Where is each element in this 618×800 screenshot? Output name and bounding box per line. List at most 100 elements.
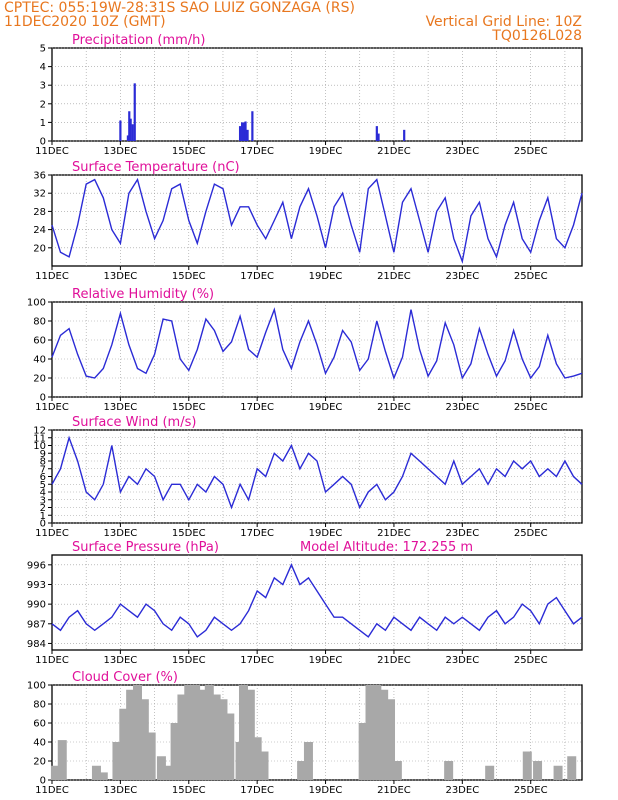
precip-bar xyxy=(128,111,131,141)
x-tick-label: 19DEC xyxy=(309,528,343,539)
y-tick-label: 0 xyxy=(40,137,46,148)
series-line xyxy=(51,307,583,381)
x-tick-label: 11DEC xyxy=(35,655,69,666)
y-tick-label: 9 xyxy=(40,449,46,460)
x-tick-label: 21DEC xyxy=(377,785,411,796)
cloud-bar xyxy=(365,685,375,780)
panel-2: 0 20 40 60 80 100 11DEC 13DEC 15DEC 17DEC 19DEC 21D… xyxy=(27,287,583,413)
panel-subtitle: Model Altitude: 172.255 m xyxy=(300,540,473,555)
y-tick-label: 987 xyxy=(27,619,46,630)
y-tick-label: 36 xyxy=(33,171,46,182)
precip-bar xyxy=(241,122,244,141)
x-tick-label: 11DEC xyxy=(35,528,69,539)
x-tick-label: 23DEC xyxy=(445,146,479,157)
cloud-bar xyxy=(119,708,129,780)
x-tick-label: 25DEC xyxy=(514,655,548,666)
cloud-bar xyxy=(146,732,156,780)
panel-title: Surface Wind (m/s) xyxy=(72,415,196,430)
precip-bar xyxy=(129,118,132,141)
x-tick-label: 13DEC xyxy=(104,146,138,157)
x-tick-label: 21DEC xyxy=(377,655,411,666)
precip-bar xyxy=(133,83,136,141)
x-tick-label: 21DEC xyxy=(377,402,411,413)
y-tick-label: 20 xyxy=(33,757,46,768)
x-tick-label: 25DEC xyxy=(514,528,548,539)
x-tick-label: 11DEC xyxy=(35,271,69,282)
x-tick-label: 13DEC xyxy=(104,271,138,282)
y-tick-label: 24 xyxy=(33,225,46,236)
x-tick-label: 17DEC xyxy=(240,785,274,796)
x-tick-label: 21DEC xyxy=(377,271,411,282)
x-tick-label: 15DEC xyxy=(172,655,206,666)
x-tick-label: 23DEC xyxy=(445,785,479,796)
x-tick-label: 15DEC xyxy=(172,146,206,157)
cloud-bar xyxy=(252,737,262,780)
y-tick-label: 100 xyxy=(27,298,46,309)
cloud-bar xyxy=(567,756,577,780)
precip-bar xyxy=(244,121,247,141)
y-tick-label: 1 xyxy=(40,511,46,522)
panel-title: Relative Humidity (%) xyxy=(72,287,214,302)
y-tick-label: 4 xyxy=(40,488,46,499)
cloud-bar xyxy=(444,761,454,780)
x-tick-label: 17DEC xyxy=(240,655,274,666)
y-tick-label: 0 xyxy=(40,776,46,787)
panel-5: 0 20 40 60 80 100 11DEC 13DEC 15DEC 17DEC 19DEC 21D… xyxy=(27,670,583,796)
y-tick-label: 28 xyxy=(33,207,46,218)
x-tick-label: 15DEC xyxy=(172,785,206,796)
precip-bar xyxy=(246,129,249,141)
y-tick-label: 2 xyxy=(40,503,46,514)
x-tick-label: 23DEC xyxy=(445,271,479,282)
y-tick-label: 3 xyxy=(40,81,46,92)
cloud-bar xyxy=(392,761,402,780)
y-tick-label: 1 xyxy=(40,118,46,129)
header-grid-note: Vertical Grid Line: 10Z xyxy=(426,14,582,30)
panel-frame xyxy=(51,301,583,398)
cloud-bar xyxy=(177,694,187,780)
cloud-bar xyxy=(191,685,201,780)
cloud-bar xyxy=(379,689,389,780)
cloud-bar xyxy=(225,713,235,780)
x-tick-label: 13DEC xyxy=(104,655,138,666)
cloud-bar xyxy=(204,685,214,780)
cloud-bar xyxy=(156,756,166,780)
precip-bar xyxy=(242,122,245,141)
y-tick-label: 40 xyxy=(33,355,46,366)
x-tick-label: 21DEC xyxy=(377,146,411,157)
cloud-bar xyxy=(126,689,136,780)
y-tick-label: 100 xyxy=(27,681,46,692)
y-tick-label: 4 xyxy=(40,62,46,73)
x-tick-label: 25DEC xyxy=(514,402,548,413)
x-tick-label: 17DEC xyxy=(240,146,274,157)
cloud-bar xyxy=(170,723,180,780)
cloud-bar xyxy=(218,699,228,780)
cloud-bar xyxy=(522,751,532,780)
x-tick-label: 13DEC xyxy=(104,528,138,539)
panel-1: 20 24 28 32 36 11DEC 13DEC 15DEC 17DEC 19DEC 21DEC… xyxy=(33,160,583,282)
series-line xyxy=(51,177,583,264)
panel-0: 0 1 2 3 4 5 11DEC 13DEC 15DEC 17DEC 19DEC 21DEC 23DE… xyxy=(35,33,583,157)
header-run: 11DEC2020 10Z (GMT) xyxy=(4,14,166,30)
cloud-bar xyxy=(297,761,307,780)
x-tick-label: 19DEC xyxy=(309,655,343,666)
x-tick-label: 19DEC xyxy=(309,785,343,796)
panel-title: Surface Temperature (nC) xyxy=(72,160,240,175)
cloud-bar xyxy=(197,689,207,780)
x-tick-label: 15DEC xyxy=(172,528,206,539)
panel-title: Precipitation (mm/h) xyxy=(72,33,205,48)
x-tick-label: 11DEC xyxy=(35,146,69,157)
x-tick-label: 19DEC xyxy=(309,146,343,157)
x-tick-label: 11DEC xyxy=(35,402,69,413)
x-tick-label: 15DEC xyxy=(172,271,206,282)
x-tick-label: 17DEC xyxy=(240,528,274,539)
y-tick-label: 0 xyxy=(40,393,46,404)
x-tick-label: 21DEC xyxy=(377,528,411,539)
cloud-bar xyxy=(50,765,60,780)
series-line xyxy=(51,435,583,510)
cloud-bar xyxy=(238,685,248,780)
cloud-bar xyxy=(98,772,108,780)
y-tick-label: 10 xyxy=(33,441,46,452)
y-tick-label: 984 xyxy=(27,639,46,650)
cloud-bar xyxy=(485,765,495,780)
